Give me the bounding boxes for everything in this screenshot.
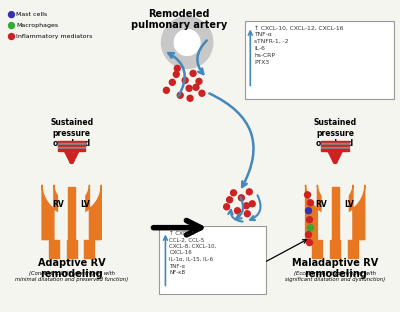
Text: Remodeled
pulmonary artery: Remodeled pulmonary artery (131, 9, 227, 30)
Bar (58, 141, 86, 143)
Text: ↑ CXCL-10, CXCL-12, CXCL-16
TNF-α
sTNFR-1, -2
IL-6
hs-CRP
PTX3: ↑ CXCL-10, CXCL-12, CXCL-16 TNF-α sTNFR-… (254, 26, 344, 65)
Circle shape (174, 66, 180, 71)
Circle shape (196, 78, 202, 84)
FancyBboxPatch shape (159, 226, 266, 294)
Circle shape (238, 195, 244, 201)
Text: Macrophages: Macrophages (16, 23, 58, 28)
Text: Mast cells: Mast cells (16, 12, 48, 17)
FancyBboxPatch shape (245, 21, 394, 99)
Circle shape (8, 12, 14, 17)
Circle shape (174, 30, 200, 56)
Circle shape (306, 232, 312, 238)
Circle shape (306, 208, 312, 214)
Circle shape (162, 17, 213, 68)
Bar (321, 143, 349, 145)
Circle shape (306, 240, 312, 246)
Circle shape (164, 87, 169, 93)
Bar (321, 145, 349, 147)
Circle shape (234, 208, 240, 214)
Bar (58, 143, 86, 145)
Circle shape (8, 34, 14, 40)
Text: Inflammatory mediators: Inflammatory mediators (16, 34, 93, 39)
Text: LV: LV (344, 200, 354, 209)
Circle shape (199, 90, 205, 96)
Bar (58, 145, 86, 147)
Bar (58, 147, 86, 149)
Circle shape (187, 95, 193, 101)
Polygon shape (322, 185, 348, 245)
Circle shape (169, 79, 175, 85)
Polygon shape (312, 240, 322, 257)
Circle shape (230, 190, 236, 196)
Circle shape (190, 71, 196, 76)
Circle shape (304, 192, 310, 198)
Text: Adaptive RV
remodeling: Adaptive RV remodeling (38, 257, 106, 279)
Text: RV: RV (52, 200, 64, 209)
Polygon shape (42, 185, 101, 240)
Polygon shape (330, 240, 340, 257)
Circle shape (249, 201, 255, 207)
Polygon shape (68, 187, 75, 245)
Text: Sustained
pressure
overload: Sustained pressure overload (314, 118, 357, 148)
Circle shape (243, 203, 249, 209)
Polygon shape (49, 240, 59, 257)
Polygon shape (348, 240, 358, 257)
Polygon shape (306, 185, 365, 240)
Text: RV: RV (316, 200, 327, 209)
Circle shape (182, 77, 188, 83)
Circle shape (246, 189, 252, 195)
Circle shape (224, 204, 230, 210)
Text: (Concentric RV hypertrophy with
minimal dilatation and preserved function): (Concentric RV hypertrophy with minimal … (15, 271, 128, 282)
Circle shape (227, 197, 232, 203)
Text: Sustained
pressure
overload: Sustained pressure overload (50, 118, 93, 148)
Text: Maladaptive RV
remodeling: Maladaptive RV remodeling (292, 257, 378, 279)
Circle shape (177, 92, 183, 98)
Circle shape (186, 85, 192, 91)
Circle shape (308, 200, 314, 206)
Circle shape (8, 22, 14, 29)
Polygon shape (332, 187, 339, 245)
Circle shape (244, 211, 250, 217)
Bar (321, 147, 349, 149)
Text: (Eccentric RV hypertrophy with
significant dilatation and dysfunction): (Eccentric RV hypertrophy with significa… (285, 271, 385, 282)
Polygon shape (84, 240, 94, 257)
Bar (58, 149, 86, 151)
Text: LV: LV (81, 200, 90, 209)
Text: ↑ CXCL-1
CCL-2, CCL-5
CXCL-8, CXCL-10,
CXCL-16
IL-1α, IL-15, IL-6
TNF-α
NF-κB: ↑ CXCL-1 CCL-2, CCL-5 CXCL-8, CXCL-10, C… (169, 231, 217, 275)
Bar (321, 141, 349, 143)
Circle shape (173, 71, 179, 77)
Polygon shape (59, 185, 84, 245)
Bar (321, 149, 349, 151)
Circle shape (306, 217, 312, 223)
Polygon shape (67, 240, 76, 257)
Circle shape (193, 84, 199, 90)
Circle shape (308, 225, 314, 231)
